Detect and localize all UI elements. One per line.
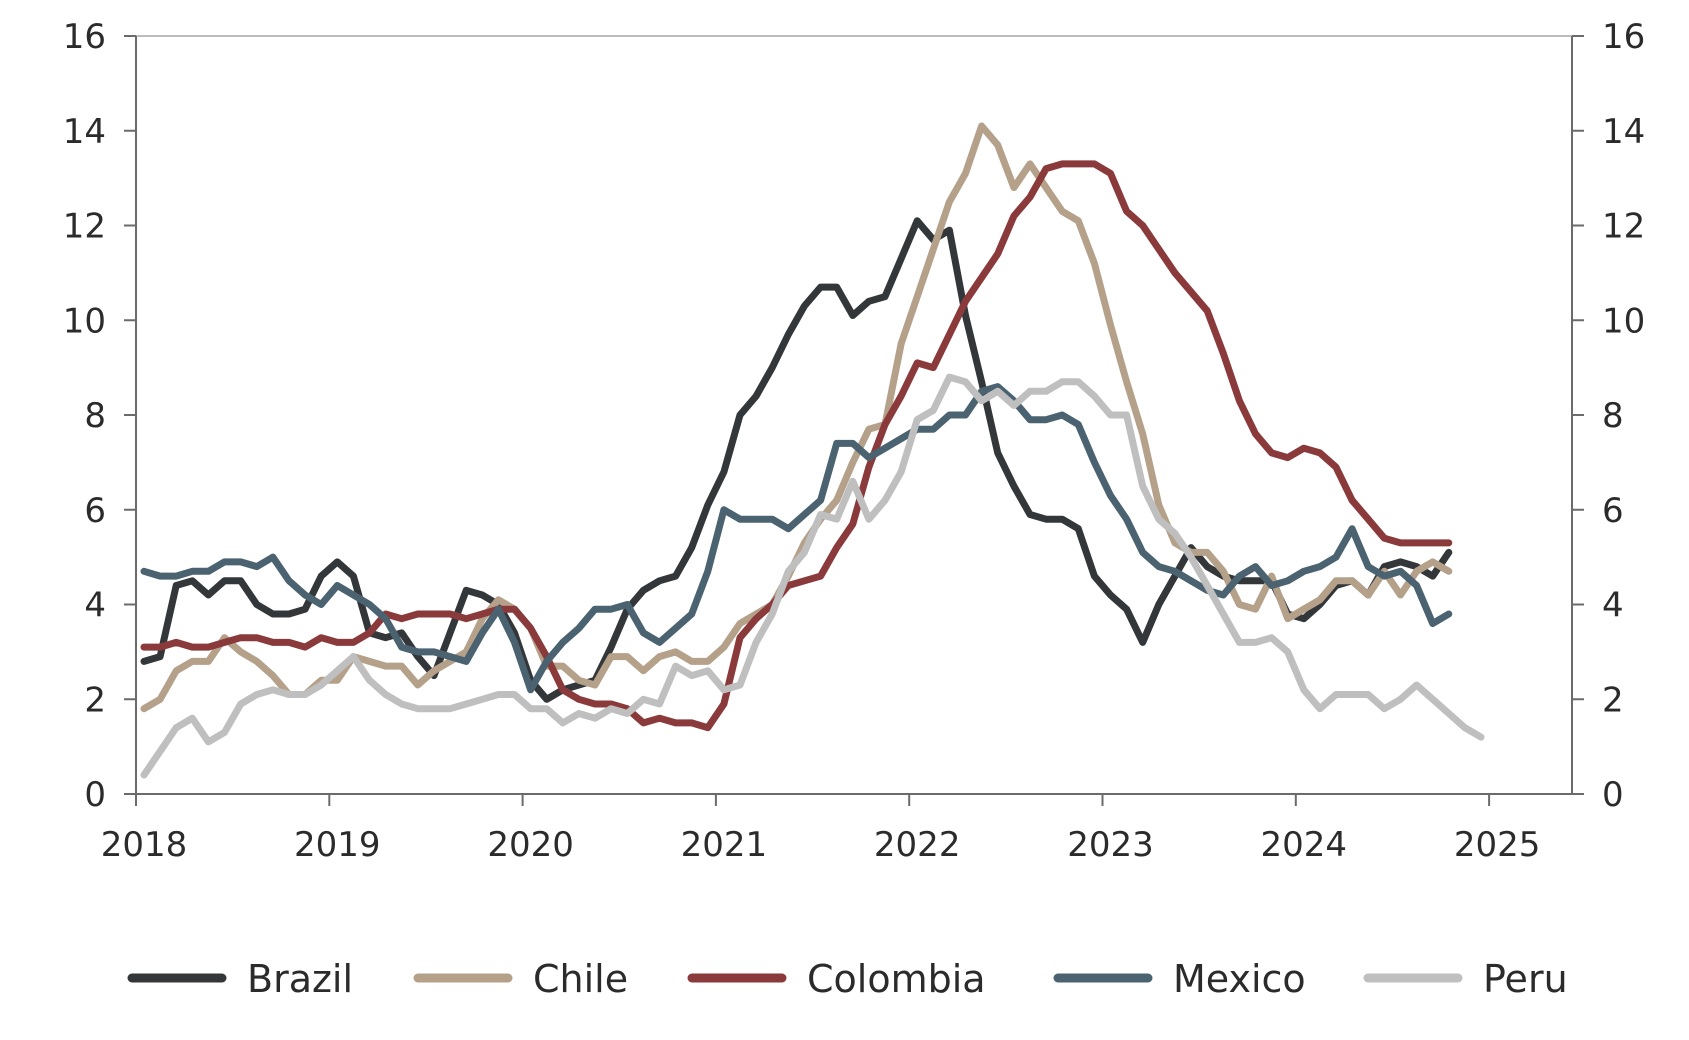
- y-tick-label-left: 2: [84, 680, 106, 720]
- x-tick-label: 2024: [1261, 825, 1348, 865]
- chart-legend: Brazil Chile Colombia Mexico Peru: [127, 957, 1568, 1001]
- y-tick-label-right: 2: [1602, 680, 1624, 720]
- x-tick-label: 2020: [487, 825, 574, 865]
- x-tick-label: 2023: [1067, 825, 1154, 865]
- legend-label: Colombia: [807, 957, 986, 1001]
- series-line-colombia: [140, 160, 1453, 732]
- series-line-peru: [140, 373, 1485, 779]
- series-line-chile: [140, 122, 1453, 713]
- y-tick-label-left: 6: [84, 491, 106, 531]
- y-tick-label-left: 4: [84, 586, 106, 626]
- x-tick-label: 2022: [874, 825, 961, 865]
- series-line-brazil: [140, 217, 1453, 703]
- legend-label: Mexico: [1173, 957, 1306, 1001]
- y-tick-label-right: 0: [1602, 775, 1624, 815]
- y-tick-label-left: 14: [63, 112, 106, 152]
- legend-label: Chile: [533, 957, 628, 1001]
- x-tick-label: 2021: [681, 825, 768, 865]
- y-tick-label-left: 12: [63, 207, 106, 247]
- x-tick-label: 2025: [1454, 825, 1541, 865]
- y-tick-label-right: 8: [1602, 396, 1624, 436]
- y-tick-label-right: 4: [1602, 586, 1624, 626]
- legend-label: Brazil: [247, 957, 353, 1001]
- y-tick-label-left: 8: [84, 396, 106, 436]
- y-tick-label-left: 0: [84, 775, 106, 815]
- y-tick-label-left: 16: [63, 17, 106, 57]
- chart-series: [140, 122, 1485, 779]
- x-tick-label: 2018: [101, 825, 188, 865]
- legend-label: Peru: [1483, 957, 1568, 1001]
- series-line-mexico: [140, 383, 1453, 694]
- chart-axes: 0 0 2 2 4 4 6 6 8 8 10 10 12 12 14 14 16 16 2018 2019 2020 20…: [63, 17, 1646, 865]
- y-tick-label-right: 6: [1602, 491, 1624, 531]
- x-tick-label: 2019: [294, 825, 381, 865]
- y-tick-label-right: 10: [1602, 301, 1645, 341]
- y-tick-label-right: 16: [1602, 17, 1645, 57]
- y-tick-label-right: 12: [1602, 207, 1645, 247]
- y-tick-label-right: 14: [1602, 112, 1645, 152]
- y-tick-label-left: 10: [63, 301, 106, 341]
